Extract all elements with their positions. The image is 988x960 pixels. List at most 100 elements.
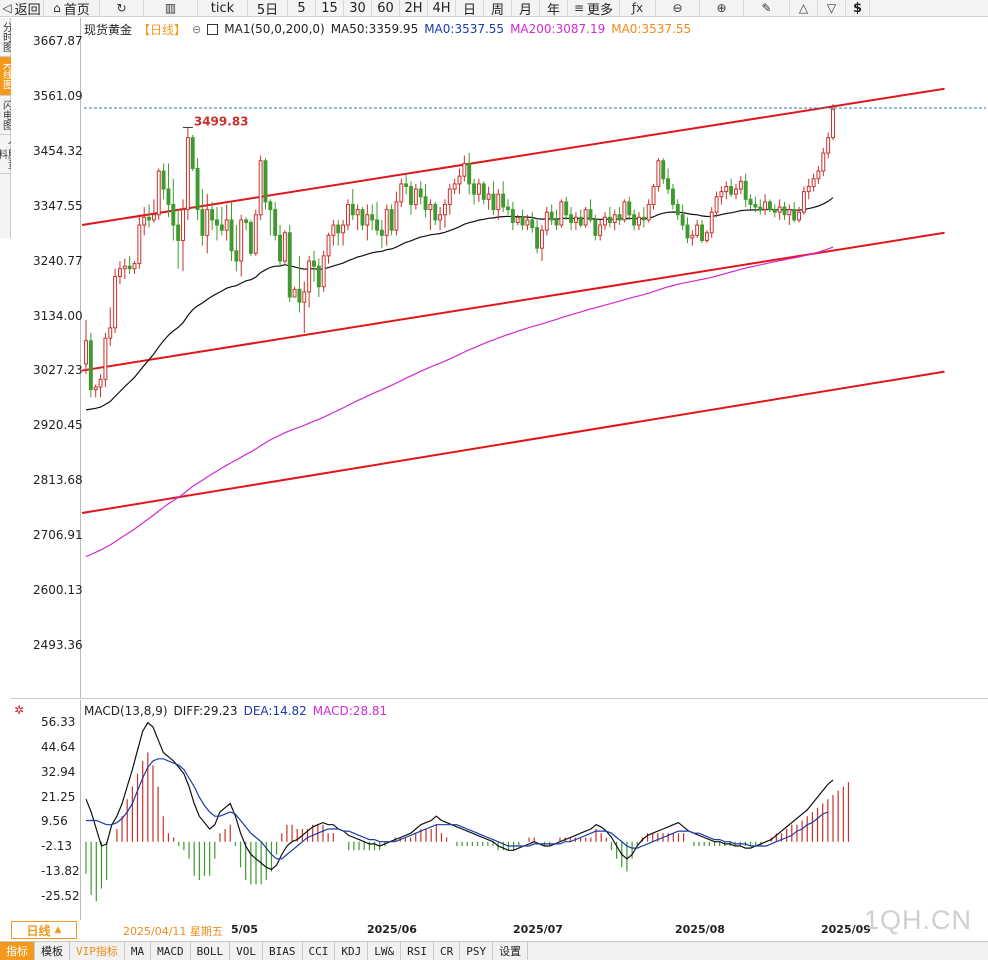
candle[interactable] xyxy=(365,204,370,241)
candle[interactable] xyxy=(729,178,734,197)
candle[interactable] xyxy=(598,219,603,241)
toolbar-item-refresh[interactable]: ↻ xyxy=(100,0,144,16)
candle[interactable] xyxy=(263,158,268,210)
candle[interactable] xyxy=(481,181,486,205)
candle[interactable] xyxy=(379,219,384,249)
candle[interactable] xyxy=(384,204,389,246)
candle[interactable] xyxy=(661,158,666,184)
candle[interactable] xyxy=(316,258,321,298)
candle[interactable] xyxy=(156,168,161,220)
candle[interactable] xyxy=(670,183,675,210)
candle[interactable] xyxy=(88,333,93,398)
candle[interactable] xyxy=(627,196,632,220)
candle[interactable] xyxy=(224,204,229,241)
candle[interactable] xyxy=(360,207,365,231)
candle[interactable] xyxy=(501,181,506,213)
toolbar-item-月[interactable]: 月 xyxy=(512,0,540,16)
candle[interactable] xyxy=(763,194,768,215)
indicator-tab-cr[interactable]: CR xyxy=(434,942,461,960)
candle[interactable] xyxy=(205,194,210,254)
candle[interactable] xyxy=(404,173,409,195)
candle[interactable] xyxy=(801,186,806,215)
candle[interactable] xyxy=(195,158,200,220)
candle[interactable] xyxy=(530,212,535,233)
candle[interactable] xyxy=(826,132,831,159)
candle[interactable] xyxy=(646,199,651,223)
candle[interactable] xyxy=(549,204,554,226)
candle[interactable] xyxy=(496,189,501,220)
candle[interactable] xyxy=(297,255,302,313)
view-tab-1[interactable]: K线图 xyxy=(0,57,11,96)
candle[interactable] xyxy=(734,183,738,200)
candle[interactable] xyxy=(462,155,467,182)
candle[interactable] xyxy=(287,225,292,303)
candle[interactable] xyxy=(219,207,224,236)
candle[interactable] xyxy=(428,199,433,231)
view-tab-0[interactable]: 分时图 xyxy=(0,18,11,57)
candle[interactable] xyxy=(632,209,637,231)
candle[interactable] xyxy=(573,212,578,231)
candle[interactable] xyxy=(409,181,413,215)
candle[interactable] xyxy=(641,207,646,228)
candle[interactable] xyxy=(748,194,753,210)
indicator-tab-lw[interactable]: LW& xyxy=(368,942,402,960)
channel-line-0[interactable] xyxy=(81,87,945,227)
candle[interactable] xyxy=(520,209,525,231)
candle[interactable] xyxy=(564,196,569,220)
candle[interactable] xyxy=(234,225,239,272)
candle[interactable] xyxy=(651,183,656,210)
channel-line-2[interactable] xyxy=(81,370,945,515)
indicator-tab-bias[interactable]: BIAS xyxy=(263,942,303,960)
toolbar-item-bar-chart[interactable]: ▥ xyxy=(144,0,198,16)
candle[interactable] xyxy=(758,199,763,215)
toolbar-item-更多[interactable]: ≡ 更多 xyxy=(568,0,620,16)
indicator-tab-boll[interactable]: BOLL xyxy=(191,942,231,960)
candle[interactable] xyxy=(103,333,108,388)
candle[interactable] xyxy=(525,214,530,231)
toolbar-item-首页[interactable]: ⌂ 首页 xyxy=(44,0,100,16)
candle[interactable] xyxy=(816,165,821,184)
candle[interactable] xyxy=(753,196,758,213)
candle[interactable] xyxy=(292,286,297,298)
period-selector[interactable]: 日线 ▲ xyxy=(11,921,77,939)
candle[interactable] xyxy=(370,204,375,231)
toolbar-item-60[interactable]: 60 xyxy=(372,0,400,16)
candle[interactable] xyxy=(423,183,428,218)
candle[interactable] xyxy=(307,255,312,308)
indicator-tab-macd[interactable]: MACD xyxy=(151,942,191,960)
candle[interactable] xyxy=(811,173,816,192)
candle[interactable] xyxy=(161,163,166,200)
candle[interactable] xyxy=(345,199,350,231)
candle[interactable] xyxy=(472,178,477,205)
candle[interactable] xyxy=(617,207,622,226)
toolbar-item-function[interactable]: ƒx xyxy=(620,0,656,16)
candle[interactable] xyxy=(724,181,729,200)
macd-settings-icon[interactable]: ✲ xyxy=(14,703,25,717)
candle[interactable] xyxy=(797,207,802,223)
toolbar-item-周[interactable]: 周 xyxy=(484,0,512,16)
candle[interactable] xyxy=(506,199,510,215)
candle[interactable] xyxy=(612,209,617,231)
candle[interactable] xyxy=(190,135,195,172)
candle[interactable] xyxy=(375,201,379,236)
candle[interactable] xyxy=(554,209,559,231)
candle[interactable] xyxy=(171,178,176,241)
indicator-tab-[interactable]: 模板 xyxy=(35,942,70,960)
candle[interactable] xyxy=(253,209,258,256)
candle[interactable] xyxy=(486,186,491,210)
candle[interactable] xyxy=(821,147,826,177)
indicator-tab-psy[interactable]: PSY xyxy=(460,942,494,960)
candle[interactable] xyxy=(394,191,399,236)
toolbar-item-5[interactable]: 5 xyxy=(288,0,316,16)
candle[interactable] xyxy=(637,212,641,231)
view-tab-2[interactable]: 闪电图 xyxy=(0,96,11,135)
toolbar-item-tick[interactable]: tick xyxy=(198,0,248,16)
toolbar-item-2H[interactable]: 2H xyxy=(400,0,428,16)
candle[interactable] xyxy=(142,207,147,236)
candle[interactable] xyxy=(137,214,142,269)
candle[interactable] xyxy=(185,127,190,220)
candle[interactable] xyxy=(258,155,263,220)
candle[interactable] xyxy=(782,201,787,220)
candle[interactable] xyxy=(176,209,181,269)
candle[interactable] xyxy=(117,261,122,285)
